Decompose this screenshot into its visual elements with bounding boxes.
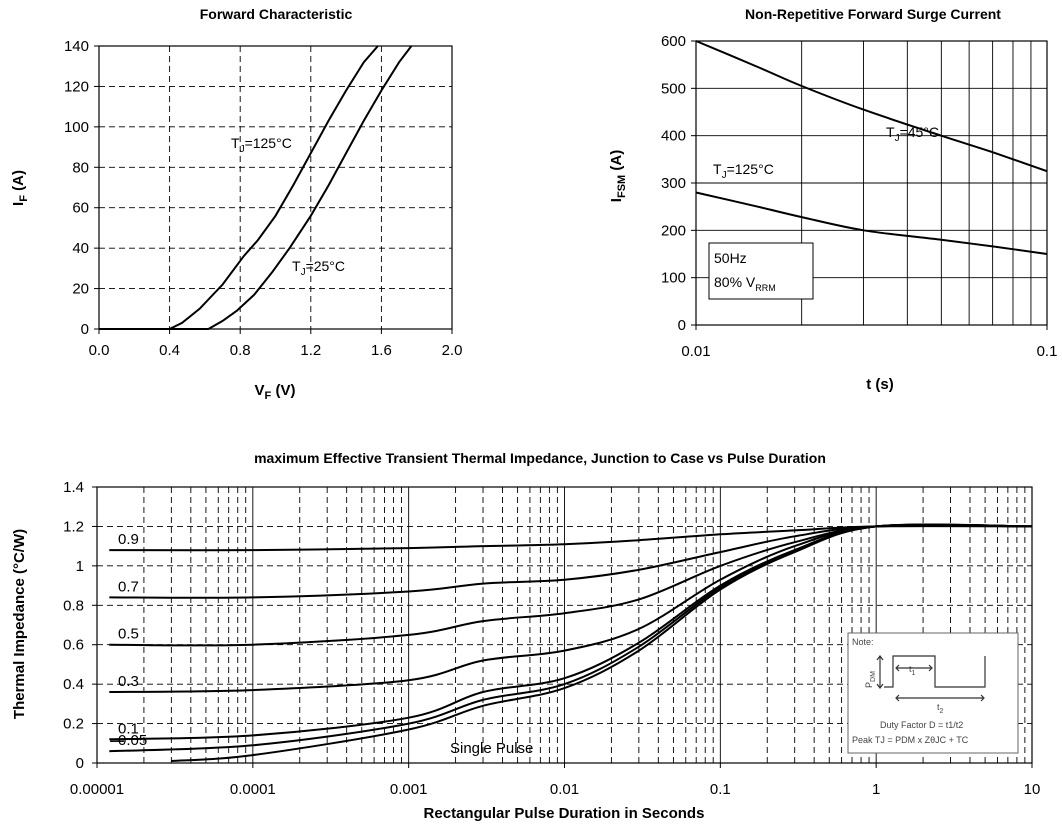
t2-arrow — [895, 694, 985, 702]
chart1-xtick-label: 2.0 — [442, 342, 463, 359]
chart1-ytick-label: 0 — [81, 321, 89, 338]
chart2-series1-label: TJ=45°C — [886, 124, 939, 144]
chart1-plot-frame — [98, 45, 453, 330]
chart1-ytick-label: 80 — [72, 159, 89, 176]
chart3-xtick-label: 0.00001 — [70, 781, 124, 798]
chart1-xlabel: VF (V) — [255, 382, 296, 402]
chart1-series2-label: TJ=25°C — [292, 258, 345, 278]
chart2-ytick-label: 200 — [661, 222, 686, 239]
chart3-xtick-label: 1 — [872, 781, 880, 798]
chart2-ytick-label: 400 — [661, 128, 686, 145]
chart3-series-1-line — [109, 525, 1033, 552]
note-title: Note: — [852, 637, 874, 647]
chart3-curve-label: 0.1 — [118, 720, 139, 737]
chart3-xtick-label: 10 — [1024, 781, 1041, 798]
chart2-curves — [695, 40, 1048, 255]
pulse-waveform — [884, 655, 986, 688]
note-duty-factor: Duty Factor D = t1/t2 — [880, 720, 963, 730]
chart3-ytick-label: 1 — [76, 558, 84, 575]
chart3-xtick-label: 0.0001 — [230, 781, 276, 798]
chart1-ytick-label: 40 — [72, 240, 89, 257]
chart1-ytick-label: 140 — [64, 38, 89, 55]
chart1-ticks: 0 20 40 60 80 100 120 140 0.0 0.4 0.8 1.2 1.6 2.0 — [64, 38, 462, 359]
chart3-xtick-label: 0.1 — [710, 781, 731, 798]
chart3-ylabel: Thermal Impedance (°C/W) — [11, 529, 28, 719]
chart3-curves — [109, 523, 1033, 762]
chart2-ytick-label: 500 — [661, 80, 686, 97]
chart2-xtick-label: 0.01 — [681, 343, 710, 360]
chart3-curve-label: 0.05 — [118, 732, 147, 749]
note-t1-label: t1 — [909, 664, 916, 677]
thermal-impedance-chart: maximum Effective Transient Thermal Impe… — [11, 450, 1040, 822]
chart1-curves — [99, 45, 413, 330]
chart3-ytick-label: 1.2 — [63, 518, 84, 535]
chart3-xtick-label: 0.001 — [390, 781, 428, 798]
chart1-series1-label: TJ=125°C — [231, 135, 292, 155]
chart2-ytick-label: 100 — [661, 270, 686, 287]
forward-characteristic-chart: Forward Characteristic 0 20 40 60 80 100 120 14… — [10, 6, 462, 402]
chart1-ytick-label: 60 — [72, 200, 89, 217]
chart2-xlabel: t (s) — [866, 376, 894, 393]
note-t2-label: t2 — [937, 702, 944, 715]
chart3-curve-label: Single Pulse — [450, 740, 533, 757]
note-pdm-label: PDM — [864, 671, 877, 688]
chart1-xtick-label: 1.2 — [300, 342, 321, 359]
chart3-curve-label: 0.9 — [118, 531, 139, 548]
chart1-series-2-line — [99, 45, 413, 330]
chart2-series-1-line — [695, 40, 1048, 173]
chart1-ytick-label: 100 — [64, 119, 89, 136]
condition-frequency: 50Hz — [714, 250, 747, 266]
chart3-ytick-label: 0.2 — [63, 716, 84, 733]
chart2-series-2-line — [695, 191, 1048, 255]
chart3-ytick-label: 0 — [76, 755, 84, 772]
chart3-xtick-label: 0.01 — [550, 781, 579, 798]
surge-current-chart: Non-Repetitive Forward Surge Current 0 10… — [608, 6, 1057, 393]
note-peak-formula: Peak TJ = PDM x ZθJC + TC — [852, 735, 969, 745]
note-frame — [847, 632, 1019, 754]
chart2-condition-box: 50Hz 80% VRRM — [708, 242, 814, 300]
chart3-series-2-line — [109, 524, 1033, 599]
pdm-arrow — [876, 655, 884, 689]
chart1-series-1-line — [99, 45, 379, 330]
chart1-title: Forward Characteristic — [200, 6, 353, 22]
chart3-curve-label: 0.7 — [118, 578, 139, 595]
chart3-xlabel: Rectangular Pulse Duration in Seconds — [424, 805, 705, 822]
chart2-grid — [696, 41, 1047, 325]
chart1-xtick-label: 0.4 — [159, 342, 180, 359]
condition-box-frame — [708, 242, 814, 300]
condition-voltage: 80% VRRM — [714, 274, 776, 293]
chart3-ytick-label: 0.4 — [63, 676, 84, 693]
chart3-ytick-label: 0.6 — [63, 637, 84, 654]
t1-arrow — [895, 664, 933, 672]
chart2-ylabel: IFSM (A) — [608, 150, 628, 202]
chart3-curve-label: 0.3 — [118, 673, 139, 690]
chart2-series2-label: TJ=125°C — [713, 161, 774, 181]
chart2-title: Non-Repetitive Forward Surge Current — [745, 6, 1001, 22]
chart2-ytick-label: 0 — [678, 317, 686, 334]
chart1-xtick-label: 1.6 — [371, 342, 392, 359]
chart3-series-7-line — [171, 523, 1033, 762]
chart3-curve-labels: 0.9 0.7 0.5 0.3 0.10.05 Single Pulse — [110, 531, 533, 757]
duty-factor-note: Note: PDM t1 t2 Duty Factor D = t1/t2 Pe… — [847, 632, 1019, 754]
chart3-ticks: 0 0.2 0.4 0.6 0.8 1 1.2 1.4 0.00001 0.0001 0.001 0.… — [63, 479, 1040, 798]
chart2-ytick-label: 600 — [661, 33, 686, 50]
chart1-ytick-label: 120 — [64, 78, 89, 95]
chart1-grid — [99, 46, 452, 329]
chart3-curve-label: 0.5 — [118, 626, 139, 643]
chart3-title: maximum Effective Transient Thermal Impe… — [254, 450, 826, 466]
chart1-ytick-label: 20 — [72, 281, 89, 298]
chart2-ytick-label: 300 — [661, 175, 686, 192]
chart1-xtick-label: 0.8 — [230, 342, 251, 359]
chart1-ylabel: IF (A) — [10, 170, 30, 206]
chart3-ytick-label: 0.8 — [63, 597, 84, 614]
chart2-ticks: 0 100 200 300 400 500 600 0.01 0.1 — [661, 33, 1057, 360]
chart3-ytick-label: 1.4 — [63, 479, 84, 496]
chart1-xtick-label: 0.0 — [89, 342, 110, 359]
chart2-xtick-label: 0.1 — [1037, 343, 1058, 360]
